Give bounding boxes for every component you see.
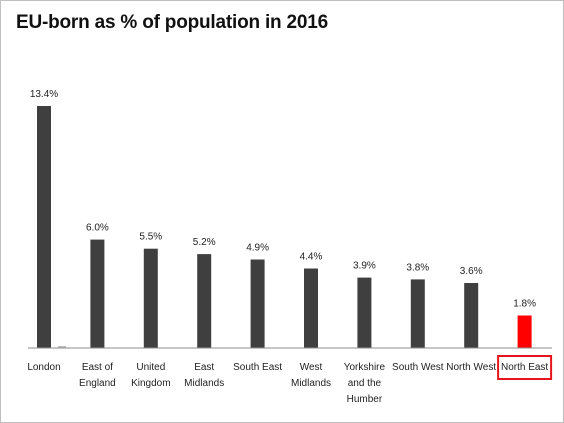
bar-8	[410, 279, 425, 348]
category-label-7-line-3: Humber	[347, 394, 383, 405]
bar-1	[37, 106, 51, 348]
category-label-9: North West	[446, 362, 496, 373]
value-label-2: 6.0%	[86, 223, 109, 234]
category-label-2-line-2: England	[79, 378, 116, 389]
highlight-box	[497, 355, 553, 380]
bar-4	[197, 254, 212, 348]
category-label-1: London	[27, 362, 60, 373]
value-label-8: 3.8%	[406, 262, 429, 273]
category-label-7-line-2: and the	[348, 378, 382, 389]
bar-5	[250, 259, 265, 348]
bar-9	[464, 283, 479, 348]
category-label-3-line-1: United	[136, 362, 165, 373]
value-label-4: 5.2%	[193, 237, 216, 248]
category-label-4-line-2: Midlands	[184, 378, 224, 389]
chart-title: EU-born as % of population in 2016	[16, 12, 329, 33]
value-label-5: 4.9%	[246, 243, 269, 254]
bar-6	[304, 268, 318, 348]
bar-10	[517, 315, 532, 348]
category-label-2-line-1: East of	[82, 362, 113, 373]
category-label-6-line-1: West	[300, 362, 323, 373]
value-label-1: 13.4%	[30, 89, 58, 100]
value-label-3: 5.5%	[139, 232, 162, 243]
bar-2	[90, 239, 105, 348]
bars-layer	[37, 106, 532, 348]
value-label-7: 3.9%	[353, 261, 376, 272]
value-label-9: 3.6%	[460, 266, 483, 277]
value-label-10: 1.8%	[513, 299, 536, 310]
bar-3	[143, 248, 158, 348]
category-label-5: South East	[233, 362, 282, 373]
category-label-8: South West	[392, 362, 444, 373]
category-label-10: North East	[501, 362, 548, 373]
labels-layer: 13.4% London 6.0% East of England 5.5% United K…	[27, 89, 553, 405]
bar-7	[357, 277, 372, 348]
category-label-7-line-1: Yorkshire	[344, 362, 386, 373]
category-label-6-line-2: Midlands	[291, 378, 331, 389]
category-label-4-line-1: East	[194, 362, 214, 373]
category-label-3-line-2: Kingdom	[131, 378, 170, 389]
baseline-stub	[58, 346, 66, 348]
value-label-6: 4.4%	[300, 252, 323, 263]
